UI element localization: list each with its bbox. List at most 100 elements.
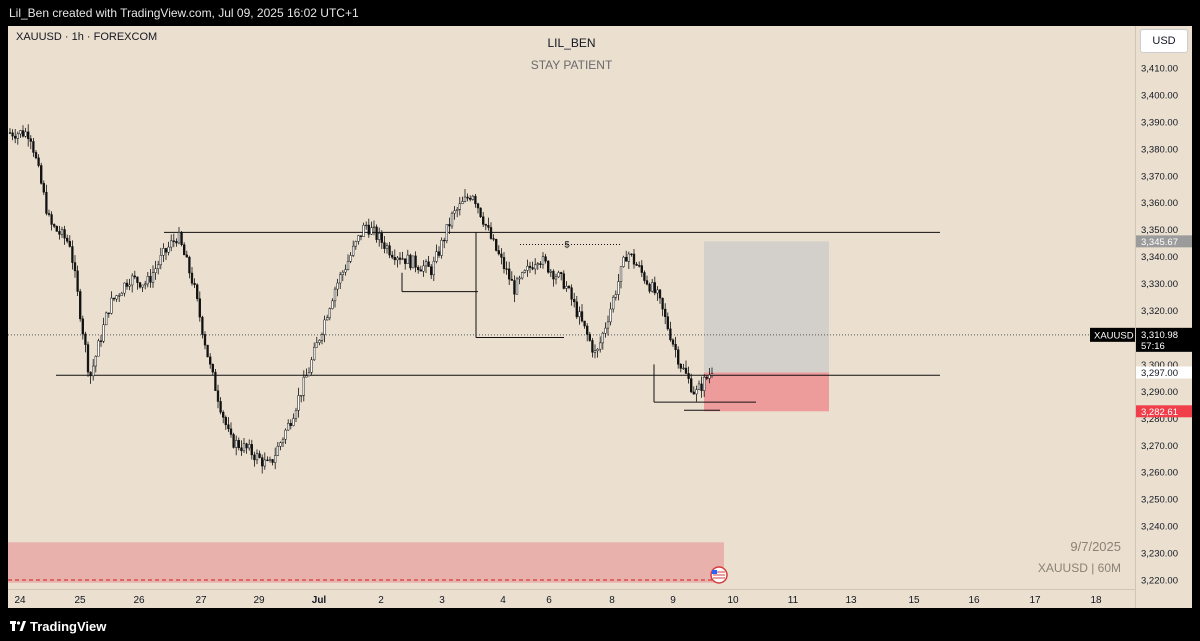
candle: [271, 459, 274, 466]
candle: [539, 261, 542, 269]
candle: [583, 320, 586, 329]
price-tick-label: 3,340.00: [1141, 252, 1178, 263]
candle: [422, 260, 425, 277]
candle: [671, 338, 675, 347]
candle: [60, 226, 64, 238]
candle: [55, 225, 58, 232]
candle: [110, 291, 113, 315]
candle: [656, 286, 659, 301]
candle: [315, 336, 318, 348]
candle: [216, 384, 220, 409]
time-tick-label: 9: [670, 595, 676, 606]
candle: [352, 240, 355, 258]
candle: [287, 419, 290, 431]
candle: [570, 284, 573, 306]
candle: [492, 234, 495, 242]
candle: [149, 269, 152, 288]
candle: [609, 302, 612, 326]
candle: [664, 303, 667, 325]
candle: [136, 276, 139, 290]
candle: [666, 312, 669, 331]
axis-separator: [1135, 26, 1136, 608]
candle: [604, 322, 607, 338]
candle: [593, 344, 597, 359]
candle: [411, 255, 415, 269]
candle: [8, 128, 12, 134]
price-tick-label: 3,290.00: [1141, 387, 1178, 398]
candle: [515, 276, 519, 295]
price-tick-label: 3,270.00: [1141, 441, 1178, 452]
candle: [99, 335, 103, 347]
candle: [253, 451, 256, 467]
candle: [73, 255, 77, 278]
candle: [29, 135, 32, 150]
candle: [419, 265, 422, 272]
candle: [89, 371, 92, 384]
chart-subtitle: STAY PATIENT: [530, 58, 613, 72]
candle: [552, 269, 555, 287]
candle: [521, 271, 524, 280]
candle: [450, 211, 454, 229]
candle: [102, 317, 105, 344]
candle: [331, 298, 334, 310]
time-axis[interactable]: 24 25 26 27 29 Jul 2 3 4 6 8 9 10 11 13 15 16 17 18: [8, 589, 1135, 608]
candle: [573, 292, 576, 308]
candle: [648, 282, 651, 294]
candle: [326, 314, 329, 321]
candle: [86, 341, 90, 377]
chart-svg[interactable]: $ XAUUSD: [8, 26, 1135, 608]
candle: [92, 358, 95, 381]
price-tick-label: 3,240.00: [1141, 522, 1178, 533]
candle: [417, 265, 420, 274]
candle: [632, 249, 636, 269]
candle: [710, 367, 714, 378]
candle: [289, 419, 292, 430]
candle: [528, 261, 532, 274]
candle: [365, 221, 368, 230]
candle: [219, 397, 222, 415]
price-tick-label: 3,360.00: [1141, 198, 1178, 209]
candle: [185, 250, 188, 258]
candle: [341, 270, 344, 282]
symbol-tag: XAUUSD: [1094, 330, 1134, 341]
candle: [40, 162, 43, 185]
candle: [292, 413, 295, 427]
symbol-label[interactable]: XAUUSD · 1h · FOREXCOM: [16, 31, 158, 43]
candle: [508, 261, 511, 286]
currency-button[interactable]: USD: [1140, 29, 1188, 53]
candle: [614, 290, 617, 301]
candle: [346, 254, 350, 271]
target-price-label-bg: [1136, 235, 1192, 248]
candle: [177, 227, 181, 245]
price-tick-label: 3,390.00: [1141, 117, 1178, 128]
candle: [131, 273, 134, 293]
candle: [34, 150, 38, 160]
candle: [138, 282, 142, 289]
candle: [115, 295, 118, 302]
candle: [175, 238, 178, 247]
price-tick-label: 3,300.00: [1141, 360, 1178, 371]
candle: [580, 304, 584, 323]
candle: [497, 245, 500, 256]
chart-area[interactable]: $ XAUUSD XAUUSD · 1h · FOREXCOM LIL_BEN S…: [8, 26, 1135, 608]
candle: [391, 250, 394, 260]
candle: [281, 437, 285, 447]
candle: [144, 280, 147, 290]
candle: [557, 270, 560, 279]
candle: [151, 265, 155, 288]
candle: [482, 211, 485, 228]
economic-event-icon: [710, 566, 728, 584]
candle: [235, 435, 238, 456]
tradingview-logo-icon: [10, 621, 26, 631]
candle: [245, 442, 248, 454]
stop-zone: [704, 372, 829, 412]
candle: [427, 256, 430, 267]
price-tick-label: 3,410.00: [1141, 64, 1178, 75]
price-axis[interactable]: 3,220.00 3,230.00 3,240.00 3,250.00 3,260.00…: [1136, 26, 1192, 608]
time-tick-label: 15: [908, 595, 920, 606]
price-axis-svg: 3,220.00 3,230.00 3,240.00 3,250.00 3,260.00…: [1136, 64, 1192, 587]
candle: [567, 284, 571, 290]
candle: [409, 253, 412, 271]
tradingview-brand: TradingView: [30, 619, 107, 634]
candle: [479, 207, 482, 219]
